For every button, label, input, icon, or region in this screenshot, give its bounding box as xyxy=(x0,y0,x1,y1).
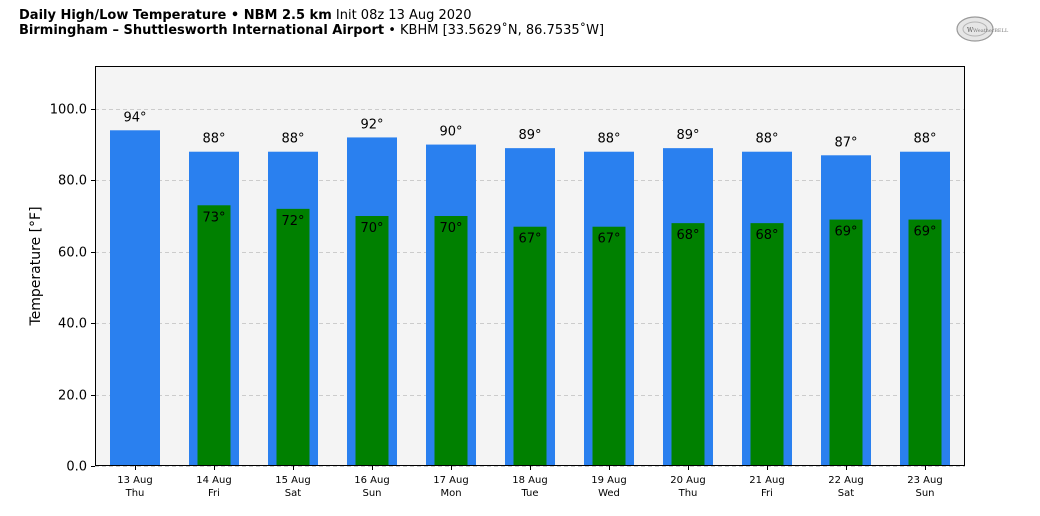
y-axis-label: Temperature [°F] xyxy=(28,206,44,326)
high-label: 88° xyxy=(281,132,304,147)
title-line-2: Birmingham – Shuttlesworth International… xyxy=(19,23,604,38)
plot-frame xyxy=(95,66,965,466)
low-label: 68° xyxy=(755,228,778,243)
title-line-1: Daily High/Low Temperature • NBM 2.5 km … xyxy=(19,8,604,23)
low-bar xyxy=(592,226,626,466)
high-label: 92° xyxy=(360,117,383,132)
x-tick-date: 18 Aug xyxy=(512,475,547,486)
low-label: 67° xyxy=(518,232,541,247)
x-tick-date: 16 Aug xyxy=(354,475,389,486)
bar-labels: 94° 88° 73° 88° 72° 92° 70° 90° 70° 89° 67° 88° 67° 8… xyxy=(123,110,936,246)
y-axis: 0.0 20.0 40.0 60.0 80.0 100.0 xyxy=(50,103,95,475)
x-tick-day: Thu xyxy=(125,488,145,499)
title-location: Birmingham – Shuttlesworth International… xyxy=(19,23,385,38)
low-label: 69° xyxy=(834,225,857,240)
y-tick-label: 0.0 xyxy=(66,460,87,475)
x-tick-date: 22 Aug xyxy=(828,475,863,486)
low-bar xyxy=(671,223,705,466)
x-tick-date: 19 Aug xyxy=(591,475,626,486)
x-tick-date: 21 Aug xyxy=(749,475,784,486)
high-label: 88° xyxy=(202,132,225,147)
x-tick-day: Tue xyxy=(520,488,538,499)
low-bar xyxy=(434,216,468,466)
x-tick-day: Sat xyxy=(838,488,854,499)
x-tick-day: Sun xyxy=(362,488,381,499)
low-label: 70° xyxy=(360,221,383,236)
weatherbell-logo: W WeatherBELL xyxy=(956,16,1009,42)
x-tick-date: 20 Aug xyxy=(670,475,705,486)
low-label: 68° xyxy=(676,228,699,243)
x-tick-day: Sat xyxy=(285,488,301,499)
low-label: 67° xyxy=(597,232,620,247)
high-label: 89° xyxy=(676,128,699,143)
low-bar xyxy=(829,219,863,466)
x-tick-day: Wed xyxy=(598,488,620,499)
high-label: 87° xyxy=(834,135,857,150)
x-tick-date: 13 Aug xyxy=(117,475,152,486)
low-bar xyxy=(750,223,784,466)
low-bar xyxy=(513,226,547,466)
y-tick-label: 40.0 xyxy=(58,317,87,332)
bars xyxy=(110,130,950,467)
x-tick-day: Sun xyxy=(915,488,934,499)
y-tick-label: 80.0 xyxy=(58,174,87,189)
x-tick-date: 14 Aug xyxy=(196,475,231,486)
x-tick-day: Thu xyxy=(678,488,698,499)
low-label: 73° xyxy=(202,210,225,225)
x-tick-date: 15 Aug xyxy=(275,475,310,486)
low-label: 69° xyxy=(913,225,936,240)
x-tick-date: 17 Aug xyxy=(433,475,468,486)
high-bar xyxy=(110,130,160,467)
high-label: 89° xyxy=(518,128,541,143)
low-label: 70° xyxy=(439,221,462,236)
high-label: 88° xyxy=(597,132,620,147)
y-tick-label: 60.0 xyxy=(58,246,87,261)
high-label: 88° xyxy=(913,132,936,147)
title-init: Init 08z 13 Aug 2020 xyxy=(331,8,472,23)
title-main: Daily High/Low Temperature • NBM 2.5 km xyxy=(19,8,332,23)
y-tick-label: 20.0 xyxy=(58,389,87,404)
title-station: • KBHM [33.5629˚N, 86.7535˚W] xyxy=(384,23,605,38)
low-bar xyxy=(355,216,389,466)
low-label: 72° xyxy=(281,214,304,229)
low-bar xyxy=(197,205,231,467)
x-tick-date: 23 Aug xyxy=(907,475,942,486)
x-tick-day: Fri xyxy=(208,488,220,499)
logo-text: WeatherBELL xyxy=(973,28,1009,34)
y-tick-label: 100.0 xyxy=(50,103,87,118)
low-bar xyxy=(276,208,310,466)
x-tick-day: Fri xyxy=(761,488,773,499)
chart-title: Daily High/Low Temperature • NBM 2.5 km … xyxy=(19,8,604,38)
x-tick-day: Mon xyxy=(440,488,461,499)
high-label: 88° xyxy=(755,132,778,147)
x-axis: 13 Aug Thu 14 Aug Fri 15 Aug Sat 16 Aug Sun 17 A… xyxy=(117,466,943,499)
svg-text:W: W xyxy=(967,27,974,34)
low-bar xyxy=(908,219,942,466)
high-label: 94° xyxy=(123,110,146,125)
high-label: 90° xyxy=(439,125,462,140)
